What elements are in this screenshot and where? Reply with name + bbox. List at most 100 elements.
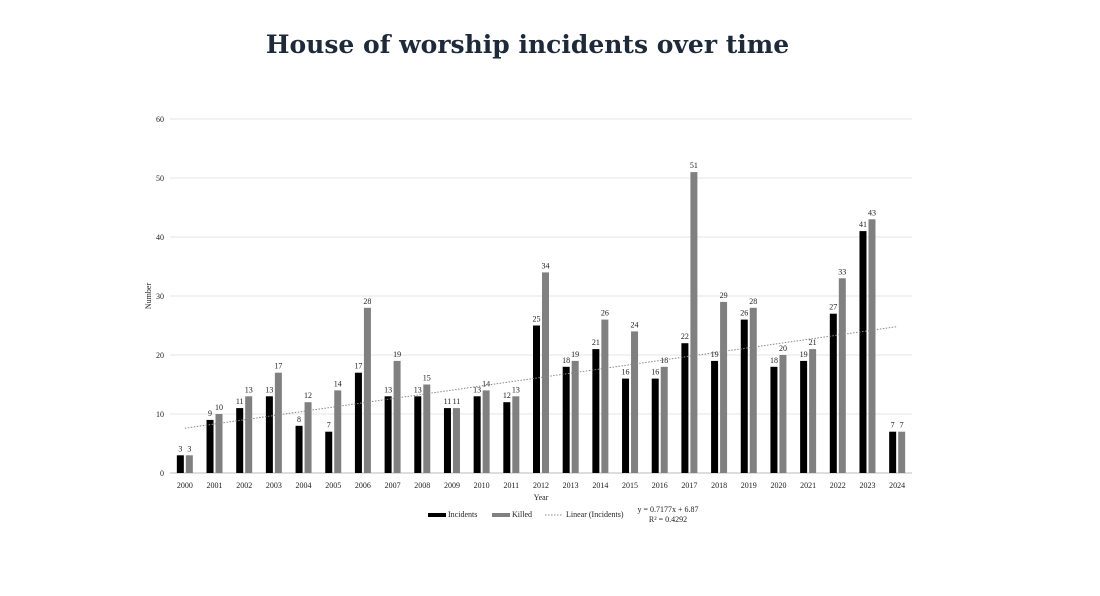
x-tick-label: 2017 [681, 481, 697, 490]
bar-incidents [176, 455, 184, 473]
bar-killed [868, 219, 876, 473]
data-label-killed: 20 [779, 344, 787, 353]
bar-incidents [236, 408, 244, 473]
data-label-incidents: 13 [384, 385, 392, 394]
y-tick-label: 10 [156, 410, 164, 419]
data-label-incidents: 7 [327, 421, 331, 430]
bar-killed [660, 366, 668, 473]
x-tick-label: 2011 [503, 481, 519, 490]
bar-killed [185, 455, 193, 473]
data-label-incidents: 8 [297, 415, 301, 424]
bar-incidents [592, 349, 600, 473]
bar-incidents [325, 431, 333, 473]
data-label-incidents: 19 [800, 350, 808, 359]
data-label-killed: 13 [512, 385, 520, 394]
bar-killed [898, 431, 906, 473]
data-label-killed: 34 [542, 261, 550, 270]
data-label-killed: 3 [187, 444, 191, 453]
data-label-killed: 10 [215, 403, 223, 412]
data-label-incidents: 13 [473, 385, 481, 394]
data-label-killed: 43 [868, 208, 876, 217]
bar-killed [512, 396, 520, 473]
data-label-killed: 26 [601, 309, 609, 318]
bar-incidents [681, 343, 689, 473]
data-label-killed: 33 [838, 267, 846, 276]
bar-incidents [651, 378, 659, 473]
bar-incidents [889, 431, 897, 473]
x-tick-label: 2006 [355, 481, 371, 490]
bar-incidents [354, 372, 362, 473]
chart-title: House of worship incidents over time [265, 30, 790, 59]
data-label-killed: 24 [631, 320, 639, 329]
trendline-equation: y = 0.7177x + 6.87 [637, 505, 698, 514]
bar-incidents [414, 396, 422, 473]
data-label-incidents: 9 [208, 409, 212, 418]
x-tick-label: 2007 [385, 481, 401, 490]
data-label-incidents: 41 [859, 220, 867, 229]
x-tick-label: 2005 [325, 481, 341, 490]
x-tick-label: 2003 [266, 481, 282, 490]
x-tick-label: 2008 [414, 481, 430, 490]
data-label-killed: 19 [571, 350, 579, 359]
y-tick-label: 60 [156, 115, 164, 124]
trendline [184, 326, 898, 429]
bar-killed [215, 414, 223, 473]
legend-label-trendline: Linear (Incidents) [566, 510, 624, 519]
bar-incidents [473, 396, 481, 473]
bar-killed [631, 331, 639, 473]
bar-incidents [711, 360, 719, 473]
bar-killed [749, 307, 757, 473]
bar-incidents [562, 366, 570, 473]
bar-killed [571, 360, 579, 473]
data-label-incidents: 7 [891, 421, 895, 430]
legend-swatch-incidents [428, 513, 446, 517]
bar-killed [601, 319, 609, 473]
x-tick-label: 2018 [711, 481, 727, 490]
x-axis-label: Year [534, 493, 549, 502]
x-tick-label: 2001 [207, 481, 223, 490]
data-label-incidents: 13 [265, 385, 273, 394]
bar-incidents [859, 231, 867, 473]
data-label-incidents: 18 [770, 356, 778, 365]
bar-killed [809, 349, 817, 473]
bar-killed [334, 390, 342, 473]
data-label-incidents: 22 [681, 332, 689, 341]
x-tick-label: 2019 [741, 481, 757, 490]
data-label-incidents: 17 [354, 362, 362, 371]
data-label-incidents: 25 [533, 315, 541, 324]
bar-incidents [295, 425, 303, 473]
data-label-incidents: 16 [622, 368, 630, 377]
x-tick-label: 2004 [296, 481, 312, 490]
y-tick-label: 20 [156, 351, 164, 360]
data-label-incidents: 12 [503, 391, 511, 400]
x-tick-label: 2015 [622, 481, 638, 490]
bar-incidents [443, 408, 451, 473]
x-tick-label: 2014 [592, 481, 608, 490]
x-tick-label: 2009 [444, 481, 460, 490]
x-tick-label: 2021 [800, 481, 816, 490]
y-tick-label: 30 [156, 292, 164, 301]
data-label-incidents: 19 [711, 350, 719, 359]
y-axis-label: Number [144, 283, 153, 310]
data-label-killed: 14 [482, 379, 490, 388]
data-label-incidents: 3 [178, 444, 182, 453]
data-label-killed: 14 [334, 379, 342, 388]
y-tick-label: 0 [160, 469, 164, 478]
data-label-killed: 15 [423, 374, 431, 383]
x-tick-label: 2012 [533, 481, 549, 490]
x-tick-label: 2023 [859, 481, 875, 490]
bar-incidents [503, 402, 511, 473]
bar-incidents [265, 396, 273, 473]
data-label-killed: 29 [720, 291, 728, 300]
data-label-incidents: 16 [651, 368, 659, 377]
trendline-r-squared: R² = 0.4292 [649, 515, 687, 524]
bar-killed [720, 301, 728, 473]
bar-incidents [622, 378, 630, 473]
bar-incidents [740, 319, 748, 473]
data-label-incidents: 11 [236, 397, 244, 406]
bar-killed [690, 172, 698, 473]
data-label-killed: 28 [363, 297, 371, 306]
bar-killed [452, 408, 460, 473]
data-label-incidents: 21 [592, 338, 600, 347]
